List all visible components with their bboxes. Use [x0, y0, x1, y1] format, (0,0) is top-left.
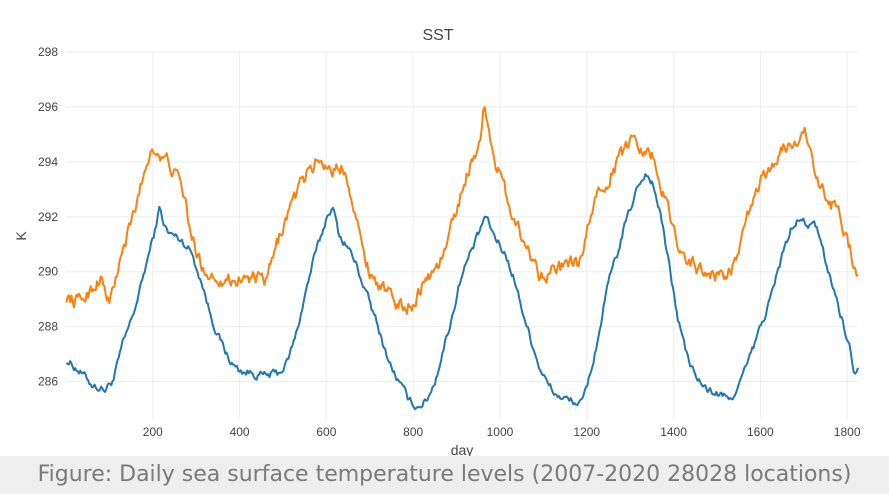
- series-layer: [65, 106, 859, 411]
- x-axis-label: day: [451, 442, 474, 458]
- y-tick-label-1: 288: [38, 320, 58, 334]
- chart-title: SST: [422, 27, 453, 44]
- figure-caption: Figure: Daily sea surface temperature le…: [0, 456, 889, 494]
- grid-layer: [66, 51, 858, 420]
- x-tick-label-6: 1400: [660, 425, 687, 439]
- x-tick-label-2: 600: [316, 425, 336, 439]
- y-tick-label-5: 296: [38, 100, 58, 114]
- y-tick-label-0: 286: [38, 375, 58, 389]
- y-tick-label-2: 290: [38, 265, 58, 279]
- x-tick-label-1: 400: [230, 425, 250, 439]
- axis-layer: 286 288 290 292 294 296 298 200 400 600 800 1000 120…: [38, 45, 861, 439]
- series-line-1: [65, 173, 859, 411]
- x-tick-label-5: 1200: [573, 425, 600, 439]
- sst-line-chart: 286 288 290 292 294 296 298 200 400 600 800 1000 120…: [13, 27, 861, 458]
- y-axis-label: K: [13, 231, 29, 241]
- y-tick-label-3: 292: [38, 210, 58, 224]
- x-tick-label-3: 800: [403, 425, 423, 439]
- series-line-2: [65, 106, 859, 315]
- x-tick-label-7: 1600: [747, 425, 774, 439]
- x-tick-label-0: 200: [143, 425, 163, 439]
- x-tick-label-8: 1800: [834, 425, 861, 439]
- chart-area: 286 288 290 292 294 296 298 200 400 600 800 1000 120…: [13, 27, 861, 458]
- y-tick-label-6: 298: [38, 45, 58, 59]
- y-tick-label-4: 294: [38, 155, 58, 169]
- x-tick-label-4: 1000: [487, 425, 514, 439]
